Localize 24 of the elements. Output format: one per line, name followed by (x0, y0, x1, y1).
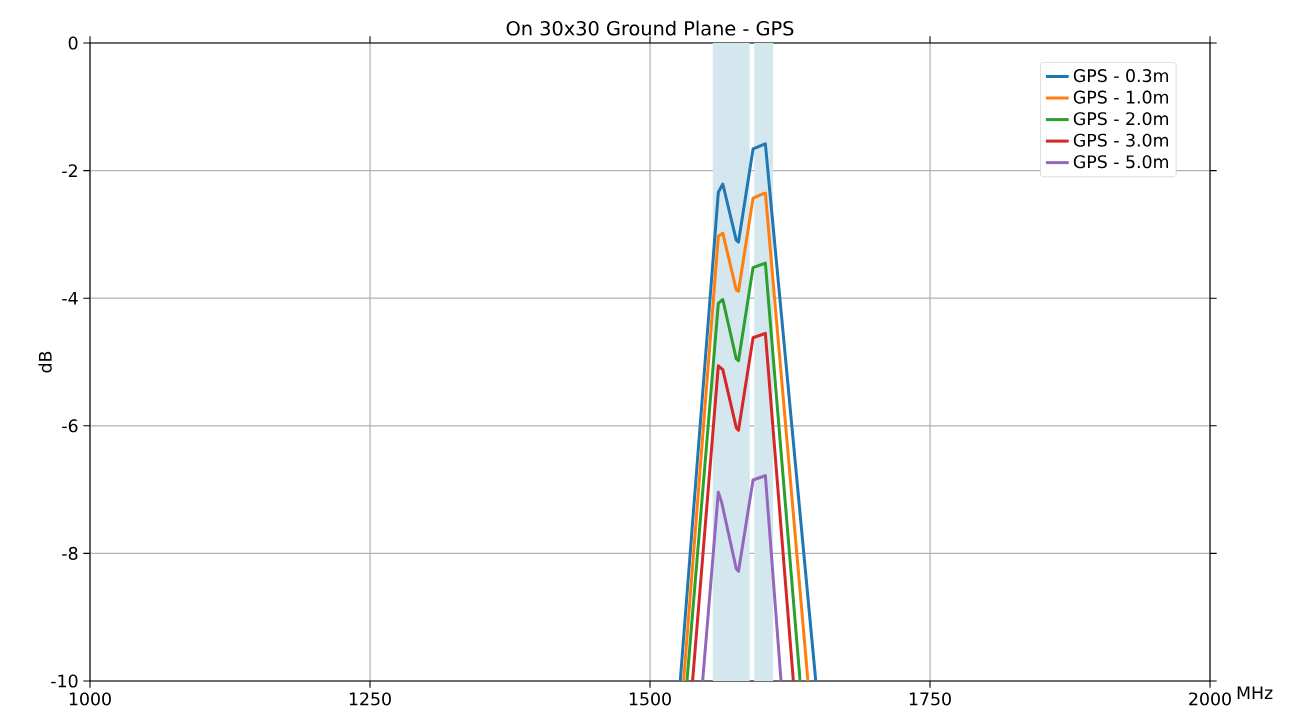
line-series (682, 191, 810, 681)
line-series (685, 261, 802, 681)
y-axis-title: dB (38, 351, 52, 373)
y-tick-label: -4 (62, 291, 78, 305)
legend-label: GPS - 3.0m (1073, 133, 1168, 147)
x-axis-title: MHz (1237, 686, 1273, 700)
y-tick-label: -2 (62, 164, 77, 178)
line-series (691, 331, 795, 681)
y-tick-label: -6 (62, 419, 78, 433)
x-tick-label: 1750 (909, 692, 951, 706)
legend-label: GPS - 0.3m (1073, 69, 1168, 83)
y-tick-label: 0 (68, 36, 78, 50)
line-series (701, 474, 783, 681)
y-tick-label: -8 (62, 546, 78, 560)
x-tick-label: 1500 (629, 692, 671, 706)
chart-title: On 30x30 Ground Plane - GPS (506, 20, 794, 36)
y-tick-label: -10 (51, 674, 78, 688)
legend-label: GPS - 5.0m (1073, 155, 1168, 169)
legend-label: GPS - 1.0m (1073, 90, 1168, 104)
x-tick-label: 2000 (1189, 692, 1231, 706)
legend-label: GPS - 2.0m (1073, 112, 1168, 126)
x-tick-label: 1250 (349, 692, 391, 706)
x-tick-label: 1000 (69, 692, 111, 706)
line-series (678, 142, 818, 681)
